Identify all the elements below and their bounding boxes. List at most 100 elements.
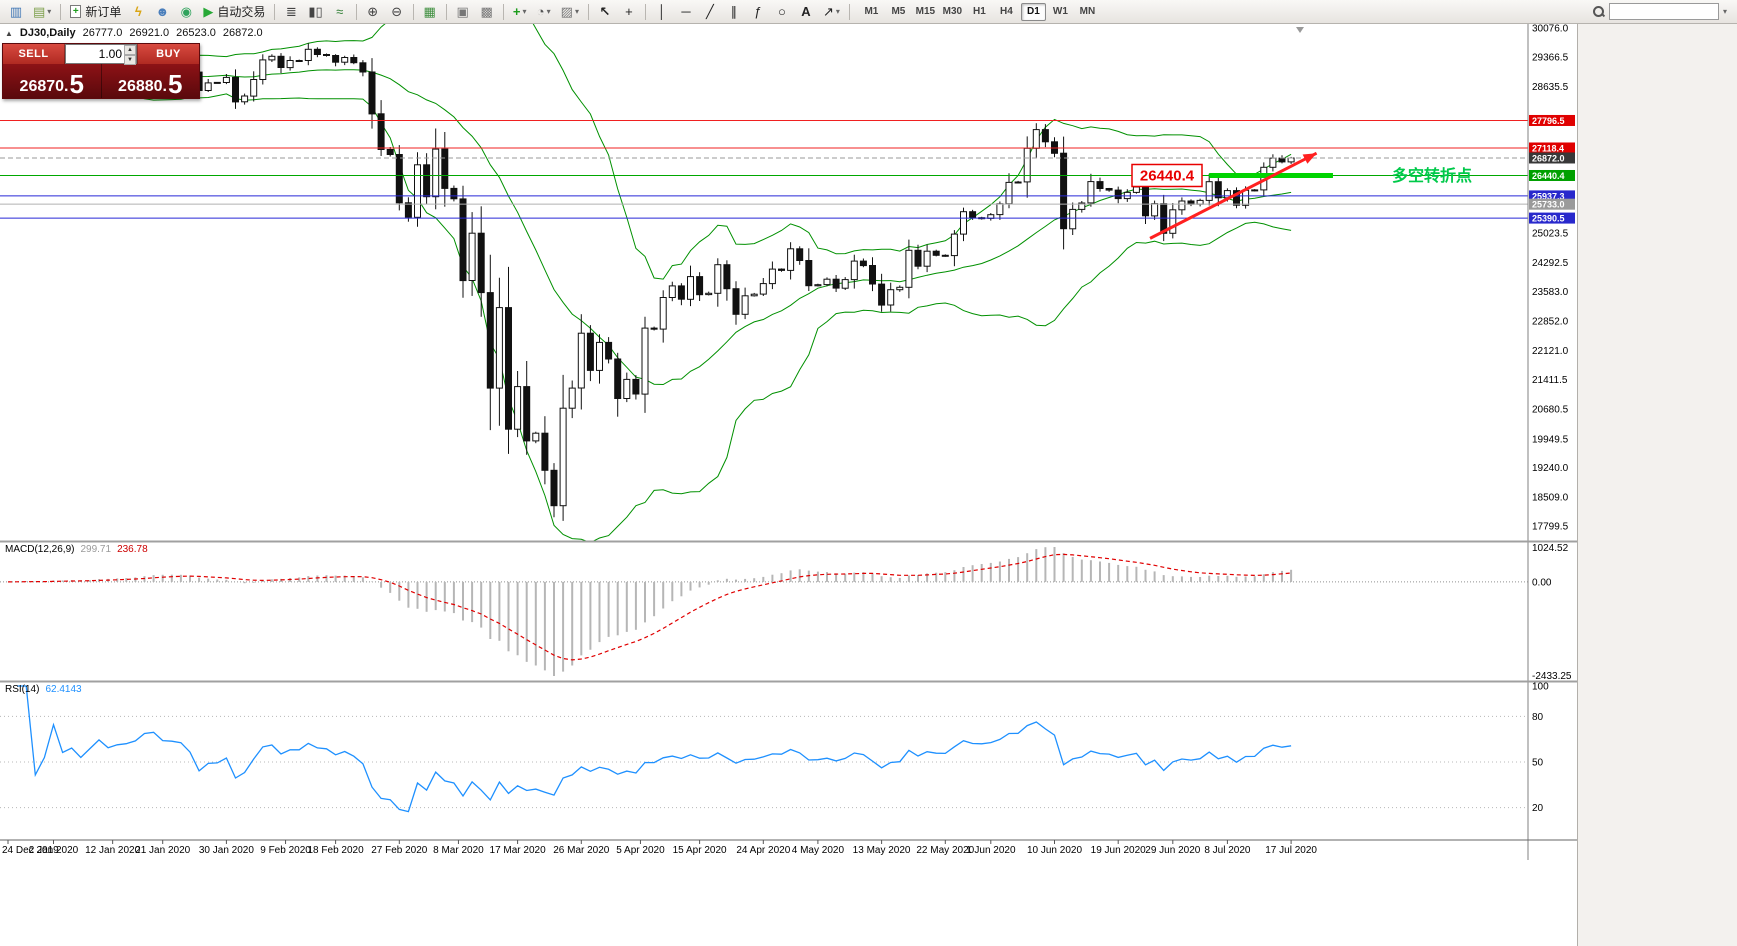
periods-dropdown-icon[interactable]: ▾ [546,7,551,16]
cascade-charts-icon: ▩ [480,4,493,19]
text-button[interactable]: A [795,2,817,22]
trend-arrow[interactable] [1149,151,1318,240]
trendline-icon: ╱ [706,4,714,19]
bar-chart-button[interactable]: ≣ [280,2,302,22]
zoom-in-button[interactable]: ⊕ [362,2,384,22]
arrange-charts-icon: ▣ [456,4,469,19]
toolbar-separator [412,3,414,20]
price-axis-tick: 30076.0 [1532,24,1569,35]
macd-axis-max: 1024.52 [1532,543,1569,554]
search-input[interactable] [1608,3,1719,20]
buy-button[interactable]: BUY [137,44,199,64]
bollinger-middle-band[interactable] [17,69,1292,386]
fibonacci-icon: ƒ [754,4,762,19]
mql5-community-button[interactable]: ☻ [151,2,173,22]
cursor-button[interactable]: ↖ [594,2,616,22]
autotrading-label: 自动交易 [217,5,266,19]
market-button[interactable]: ◉ [175,2,197,22]
fibonacci-button[interactable]: ƒ [747,2,769,22]
macd-signal-line[interactable] [7,553,1292,661]
ohlc-close: 26872.0 [222,27,263,39]
new-chart-button[interactable]: ▥ [5,2,27,22]
tile-windows-button[interactable]: ▦ [419,2,441,22]
one-click-trading-panel: SELL ▲ ▼ BUY 26870. 5 26880. 5 [2,43,200,99]
new-order-button[interactable]: + 新订单 [66,2,125,22]
tile-windows-icon: ▦ [423,4,436,19]
templates-button[interactable]: ▨ ▾ [557,2,583,22]
profiles-dropdown-icon[interactable]: ▾ [47,7,52,16]
profiles-button[interactable]: ▤ ▾ [29,2,55,22]
toolbar-separator [274,3,276,20]
autotrading-button[interactable]: ▶ 自动交易 [199,2,269,22]
timeframe-m1[interactable]: M1 [864,6,879,17]
date-axis-label: 4 May 2020 [792,845,845,856]
line-chart-icon: ≈ [336,4,344,19]
search-dropdown-icon[interactable]: ▾ [1722,7,1727,16]
price-axis-tick: 22121.0 [1532,346,1569,357]
vertical-line-button[interactable]: │ [651,2,673,22]
volume-input[interactable] [66,45,136,63]
equidistant-channel-button[interactable]: ∥ [723,2,745,22]
timeframe-m30[interactable]: M30 [942,6,963,17]
macd-value-main: 299.71 [80,544,112,555]
date-axis-label: 24 Dec 2019 [2,845,59,856]
market-icon: ◉ [180,4,192,19]
arrows-dropdown-icon[interactable]: ▾ [835,7,840,16]
shapes-button[interactable]: ○ [771,2,793,22]
metaeditor-button[interactable]: ϟ [127,2,149,22]
price-axis-tick: 25023.5 [1532,228,1569,239]
bollinger-upper-band[interactable] [17,24,1292,280]
symbol-name: DJ30,Daily [19,27,76,39]
indicators-icon: + [512,4,521,19]
price-axis-tick: 28635.5 [1532,82,1569,93]
line-chart-button[interactable]: ≈ [329,2,351,22]
price-tag-text: 27118.4 [1532,143,1564,153]
chart-shift-marker[interactable] [1296,27,1304,33]
bollinger-lower-band[interactable] [17,92,1292,543]
arrows-button[interactable]: ↗ ▾ [819,2,844,22]
price-tag-27796.5 [1529,114,1575,126]
cascade-charts-button[interactable]: ▩ [476,2,498,22]
price-tag-text: 26872.0 [1532,153,1565,163]
rsi-pane [0,685,1528,813]
templates-icon: ▨ [560,4,573,19]
timeframe-h1[interactable]: H1 [972,6,986,17]
timeframe-h4[interactable]: H4 [999,6,1013,17]
price-axis-tick: 22852.0 [1532,317,1569,328]
trendline-button[interactable]: ╱ [699,2,721,22]
volume-spinner: ▲ ▼ [124,45,136,65]
chart-canvas[interactable]: 26440.4 多空转折点 30076.0 29366.5 28635.5 25023.5… [0,24,1577,946]
arrange-charts-button[interactable]: ▣ [452,2,474,22]
volume-up-icon[interactable]: ▲ [124,45,136,55]
sell-price[interactable]: 26870. 5 [3,64,102,98]
volume-down-icon[interactable]: ▼ [124,55,136,65]
price-tag-text: 25390.5 [1532,214,1565,224]
horizontal-line-button[interactable]: ─ [675,2,697,22]
one-click-collapse-arrow[interactable]: ▲ [5,28,13,38]
zoom-out-button[interactable]: ⊖ [386,2,408,22]
timeframe-d1[interactable]: D1 [1020,2,1046,21]
indicators-dropdown-icon[interactable]: ▾ [522,7,527,16]
crosshair-button[interactable]: + [618,2,640,22]
periods-button[interactable]: ◔ ▾ [533,2,555,22]
timeframe-mn[interactable]: MN [1079,6,1096,17]
indicators-button[interactable]: + ▾ [509,2,531,22]
templates-dropdown-icon[interactable]: ▾ [574,7,579,16]
price-annotation-box[interactable] [1131,163,1203,188]
macd-name: MACD(12,26,9) [5,544,75,555]
timeframe-m5[interactable]: M5 [891,6,906,17]
new-order-icon: + [70,5,82,18]
search-icon[interactable] [1592,5,1605,18]
buy-price[interactable]: 26880. 5 [118,69,183,100]
timeframe-w1[interactable]: W1 [1052,6,1068,17]
rsi-line[interactable] [17,685,1292,813]
toolbar-separator [60,3,62,20]
turning-point-label[interactable]: 多空转折点 [1392,166,1472,185]
date-axis-label: 29 Jun 2020 [1145,845,1200,856]
candlestick-chart-button[interactable]: ▮▯ [304,2,326,22]
time-axis[interactable] [0,840,1577,862]
timeframe-m15[interactable]: M15 [915,6,936,17]
date-axis-label: 21 Jan 2020 [135,845,190,856]
main-pane: 26440.4 多空转折点 [0,24,1528,543]
sell-button[interactable]: SELL [3,44,65,64]
